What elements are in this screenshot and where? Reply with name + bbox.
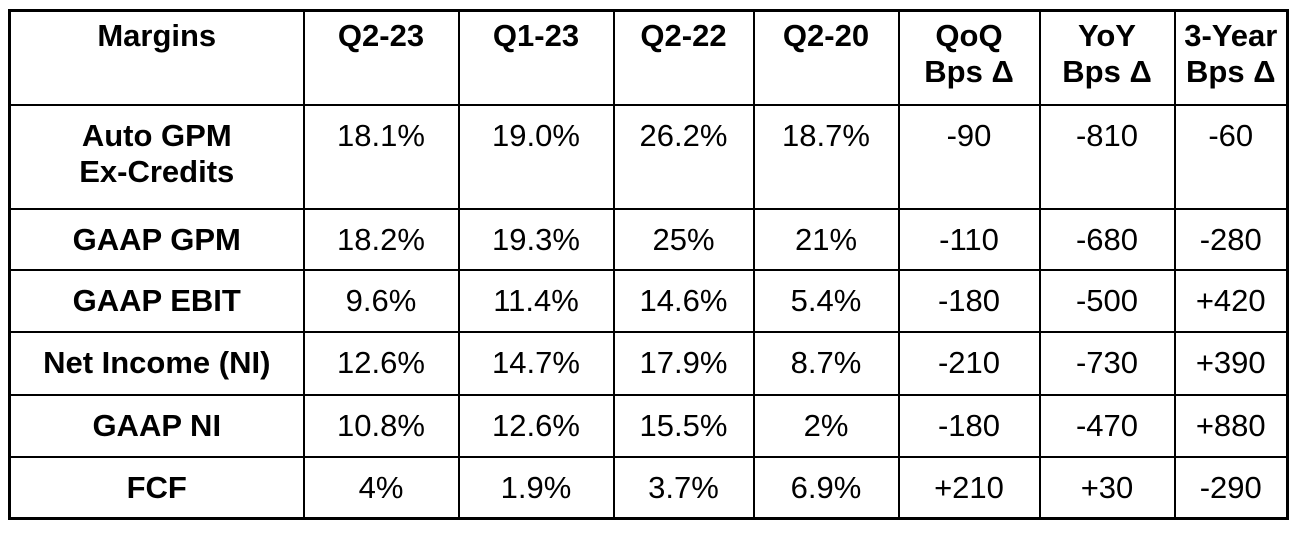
table-cell: 15.5%: [612, 393, 755, 458]
table-cell: 18.7%: [752, 103, 900, 210]
table-row-gaap-gpm: GAAP GPM 18.2% 19.3% 25% 21% -110 -680 -…: [8, 207, 1289, 271]
column-header-q2-23: Q2-23: [302, 9, 460, 106]
table-cell: 9.6%: [302, 268, 460, 333]
table-cell: 14.7%: [457, 330, 615, 396]
table-cell: 17.9%: [612, 330, 755, 396]
row-label-gaap-ni: GAAP NI: [8, 393, 305, 458]
table-row-fcf: FCF 4% 1.9% 3.7% 6.9% +210 +30 -290: [8, 455, 1289, 520]
table-cell: +880: [1173, 393, 1289, 458]
table-row-net-income: Net Income (NI) 12.6% 14.7% 17.9% 8.7% -…: [8, 330, 1289, 396]
margins-table: Margins Q2-23 Q1-23 Q2-22 Q2-20 QoQ Bps …: [8, 9, 1289, 520]
row-label-gaap-ebit: GAAP EBIT: [8, 268, 305, 333]
table-cell: 5.4%: [752, 268, 900, 333]
table-cell: -290: [1173, 455, 1289, 520]
table-cell: +420: [1173, 268, 1289, 333]
table-cell: 11.4%: [457, 268, 615, 333]
column-header-q2-22: Q2-22: [612, 9, 755, 106]
table-cell: -280: [1173, 207, 1289, 271]
column-header-q1-23: Q1-23: [457, 9, 615, 106]
table-cell: +30: [1038, 455, 1176, 520]
table-cell: -90: [897, 103, 1041, 210]
table-cell: -680: [1038, 207, 1176, 271]
table-cell: -60: [1173, 103, 1289, 210]
table-cell: 2%: [752, 393, 900, 458]
row-label-gaap-gpm: GAAP GPM: [8, 207, 305, 271]
table-row-gaap-ni: GAAP NI 10.8% 12.6% 15.5% 2% -180 -470 +…: [8, 393, 1289, 458]
table-cell: 10.8%: [302, 393, 460, 458]
table-cell: 1.9%: [457, 455, 615, 520]
row-label-net-income: Net Income (NI): [8, 330, 305, 396]
table-cell: -110: [897, 207, 1041, 271]
table-cell: 19.3%: [457, 207, 615, 271]
table-cell: 26.2%: [612, 103, 755, 210]
table-cell: -810: [1038, 103, 1176, 210]
table-cell: 12.6%: [302, 330, 460, 396]
table-cell: -730: [1038, 330, 1176, 396]
table-cell: 12.6%: [457, 393, 615, 458]
table-cell: +210: [897, 455, 1041, 520]
column-header-3year-bps: 3-Year Bps Δ: [1173, 9, 1289, 106]
table-cell: 14.6%: [612, 268, 755, 333]
row-label-fcf: FCF: [8, 455, 305, 520]
table-cell: 3.7%: [612, 455, 755, 520]
table-cell: 19.0%: [457, 103, 615, 210]
column-header-q2-20: Q2-20: [752, 9, 900, 106]
table-row-auto-gpm-ex-credits: Auto GPM Ex-Credits 18.1% 19.0% 26.2% 18…: [8, 103, 1289, 210]
table-cell: -210: [897, 330, 1041, 396]
table-cell: 21%: [752, 207, 900, 271]
table-cell: 18.2%: [302, 207, 460, 271]
table-cell: -180: [897, 393, 1041, 458]
table-cell: 25%: [612, 207, 755, 271]
column-header-qoq-bps: QoQ Bps Δ: [897, 9, 1041, 106]
table-cell: +390: [1173, 330, 1289, 396]
table-cell: 18.1%: [302, 103, 460, 210]
table-cell: 8.7%: [752, 330, 900, 396]
table-cell: -180: [897, 268, 1041, 333]
column-header-yoy-bps: YoY Bps Δ: [1038, 9, 1176, 106]
row-label-auto-gpm-ex-credits: Auto GPM Ex-Credits: [8, 103, 305, 210]
header-row: Margins Q2-23 Q1-23 Q2-22 Q2-20 QoQ Bps …: [8, 9, 1289, 106]
table-cell: 6.9%: [752, 455, 900, 520]
table-cell: -470: [1038, 393, 1176, 458]
table-row-gaap-ebit: GAAP EBIT 9.6% 11.4% 14.6% 5.4% -180 -50…: [8, 268, 1289, 333]
table-cell: -500: [1038, 268, 1176, 333]
column-header-margins: Margins: [8, 9, 305, 106]
table-cell: 4%: [302, 455, 460, 520]
